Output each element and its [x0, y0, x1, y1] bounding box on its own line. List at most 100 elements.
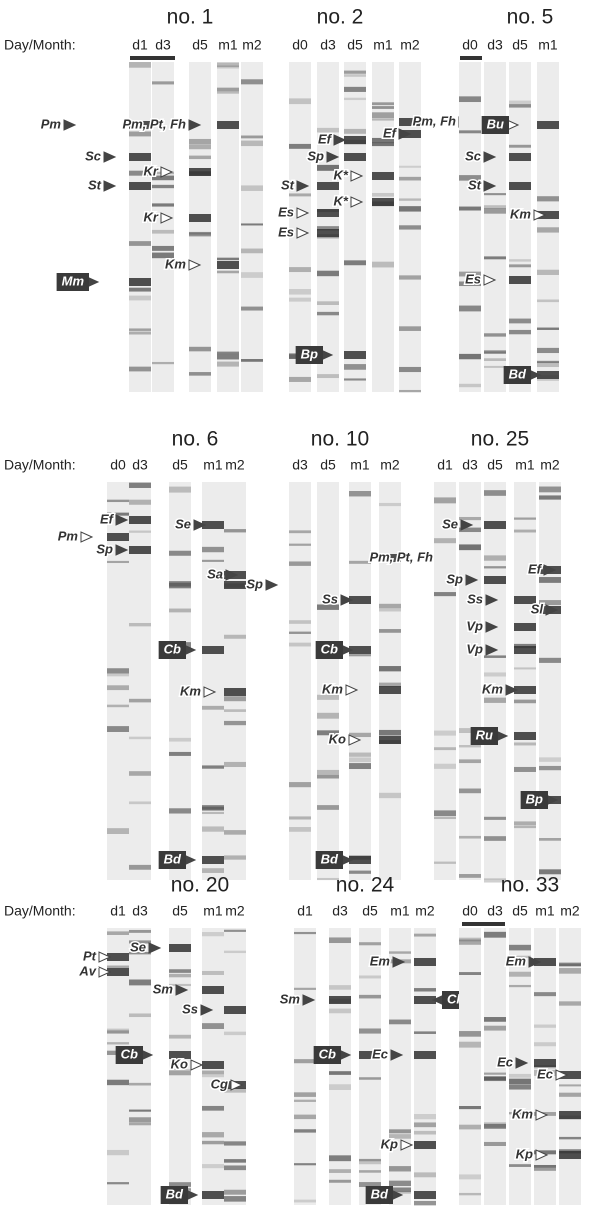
gel-band — [107, 1030, 129, 1034]
gel-band — [152, 361, 174, 365]
gel-band — [372, 118, 394, 121]
gel-band — [241, 79, 263, 85]
gel-band — [509, 1073, 531, 1078]
gel-band — [129, 1122, 151, 1126]
gel-band — [414, 988, 436, 992]
gel-band — [107, 1079, 129, 1086]
gel-band — [344, 351, 366, 359]
gel-band — [459, 835, 481, 839]
lane-label: d5 — [192, 37, 208, 53]
label-arrow — [515, 1057, 529, 1069]
gel-band — [399, 118, 421, 126]
band-label: Es — [278, 204, 294, 219]
gel-band — [317, 270, 339, 277]
gel-band — [372, 172, 394, 180]
gel-band — [484, 697, 506, 703]
gel-band — [389, 1187, 411, 1193]
gel-band — [289, 561, 311, 566]
label-arrow — [555, 1069, 569, 1081]
gel-band — [539, 757, 561, 762]
band-label: Se — [175, 516, 191, 531]
gel-band — [202, 1132, 224, 1138]
gel-band — [217, 361, 239, 367]
gel-band — [224, 688, 246, 696]
gel-band — [107, 533, 129, 541]
gel-band — [152, 184, 174, 189]
label-box — [295, 346, 323, 364]
gel-band — [514, 529, 536, 533]
band-label: Km — [165, 256, 186, 271]
gel-band — [349, 763, 371, 770]
label-arrow — [302, 994, 316, 1006]
label-arrow — [193, 519, 207, 531]
band-label: Sp — [446, 571, 463, 586]
gel-band — [202, 1164, 224, 1169]
gel-band — [107, 828, 129, 834]
gel-band — [484, 358, 506, 361]
gel-band — [129, 331, 151, 335]
gel-lane — [459, 62, 481, 392]
band-label: Sm — [153, 981, 174, 996]
band-label: Sa — [207, 566, 223, 581]
gel-band — [434, 861, 456, 864]
gel-band — [289, 98, 311, 105]
gel-band — [217, 353, 239, 360]
gel-band — [484, 351, 506, 354]
gel-band — [539, 577, 561, 583]
gel-band — [559, 1151, 581, 1159]
gel-panel: no. 2 d0 d3 d5 m1 m2 Ef Sp Ef Pm, Fh St Es Es K* K* Bp — [277, 6, 472, 393]
gel-band — [129, 736, 151, 740]
gel-band — [372, 106, 394, 109]
gel-band — [344, 364, 366, 370]
band-label: Ss — [322, 591, 338, 606]
gel-band — [129, 170, 151, 176]
gel-band — [294, 931, 316, 935]
boxed-label: Bd — [164, 851, 182, 866]
gel-band — [317, 209, 339, 217]
band-label: Pm, Pt, Fh — [369, 549, 433, 564]
gel-band — [344, 86, 366, 92]
band-label: Sl — [531, 601, 544, 616]
gel-band — [294, 1059, 316, 1064]
gel-band — [217, 62, 239, 67]
label-box — [503, 366, 531, 384]
gel-band — [217, 351, 239, 355]
gel-lane — [129, 62, 151, 392]
label-arrow — [296, 180, 310, 192]
lane-label: m1 — [218, 37, 238, 53]
gel-band — [414, 996, 436, 1004]
label-arrow — [326, 151, 340, 163]
panel-title: no. 33 — [501, 874, 559, 897]
lane-label: m2 — [400, 37, 420, 53]
gel-band — [399, 225, 421, 230]
gel-band — [349, 490, 371, 497]
gel-band — [484, 193, 506, 196]
gel-band — [129, 1117, 151, 1122]
gel-band — [344, 136, 366, 144]
gel-lane — [107, 482, 129, 880]
gel-band — [202, 521, 224, 529]
gel-band — [534, 1164, 556, 1168]
gel-band — [484, 1076, 506, 1081]
gel-band — [107, 685, 129, 691]
gel-band — [169, 1051, 191, 1059]
gel-band — [484, 878, 506, 883]
gel-band — [289, 816, 311, 820]
lane-label: d3 — [320, 37, 336, 53]
gel-band — [294, 1092, 316, 1097]
band-label: Sc — [465, 148, 482, 163]
band-label: Pt — [83, 948, 97, 963]
gel-band — [537, 269, 559, 275]
label-box — [315, 851, 343, 869]
label-box — [160, 1186, 188, 1204]
label-arrow — [533, 209, 547, 221]
gel-band — [202, 932, 224, 937]
gel-band — [224, 830, 246, 835]
band-label: Pm, Pt, Fh — [122, 116, 186, 131]
boxed-label: Bp — [301, 346, 318, 361]
boxed-label: Bu — [487, 116, 504, 131]
band-label: St — [281, 177, 295, 192]
gel-lane — [217, 62, 239, 392]
gel-band — [514, 596, 536, 604]
